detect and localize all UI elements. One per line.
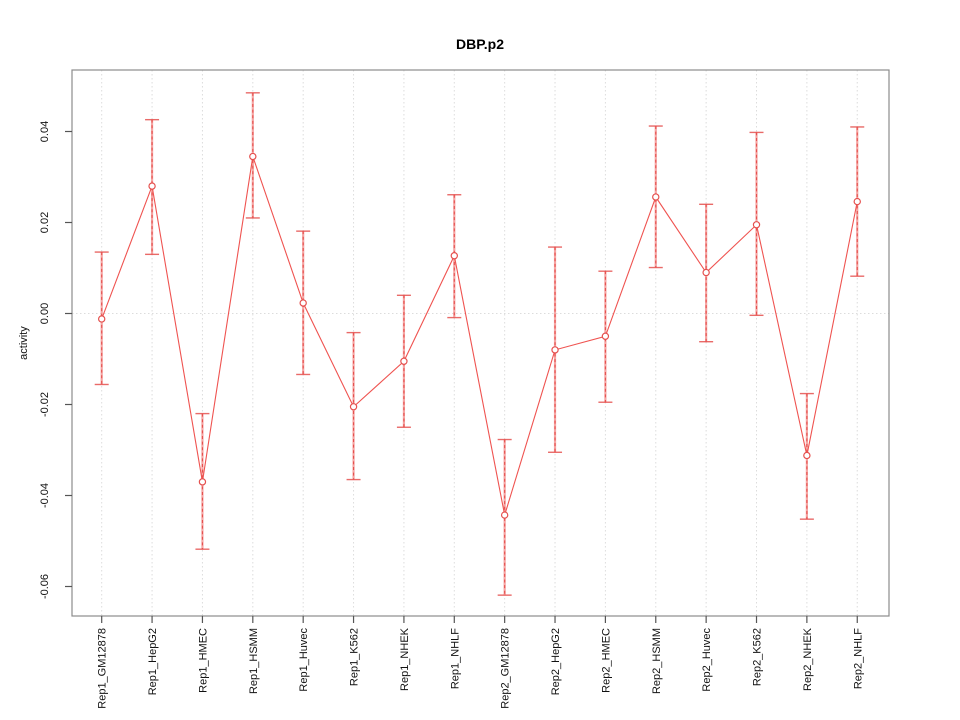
y-tick-label: -0.04 xyxy=(39,483,51,508)
data-point xyxy=(198,478,207,486)
data-point xyxy=(249,152,257,161)
data-point xyxy=(702,268,710,277)
data-point xyxy=(299,299,307,307)
chart-title: DBP.p2 xyxy=(456,36,504,52)
grid-layer xyxy=(72,70,889,616)
x-tick-label: Rep1_HSMM xyxy=(248,628,260,694)
x-tick-label: Rep2_K562 xyxy=(752,628,764,686)
data-point xyxy=(601,332,610,340)
axis-layer: 0.04 0.02 0.00 -0.02 -0.04 -0.06 Rep1_GM12878 R… xyxy=(39,69,890,709)
data-point xyxy=(551,346,559,354)
x-tick-label: Rep2_NHLF xyxy=(852,628,864,689)
plot-box xyxy=(71,69,890,617)
x-tick-label: Rep2_HepG2 xyxy=(550,628,562,695)
x-tick-label: Rep2_GM12878 xyxy=(500,628,512,709)
x-tick-label: Rep1_Huvec xyxy=(298,628,310,692)
line-layer xyxy=(101,156,858,516)
x-tick-label: Rep2_HMEC xyxy=(600,628,612,693)
x-tick-label: Rep1_K562 xyxy=(349,628,361,686)
y-tick-label: -0.06 xyxy=(39,574,51,599)
y-tick-label: 0.02 xyxy=(39,212,51,233)
errorbar-layer xyxy=(94,92,865,596)
x-tick-label: Rep2_HSMM xyxy=(651,628,663,694)
data-point xyxy=(349,403,358,411)
point-layer xyxy=(97,152,861,519)
data-point xyxy=(853,197,861,206)
data-point xyxy=(148,182,156,190)
x-tick-label: Rep1_GM12878 xyxy=(97,628,109,709)
data-point xyxy=(500,511,509,519)
y-tick-label: 0.00 xyxy=(39,303,51,324)
y-tick-label: -0.02 xyxy=(39,392,51,417)
y-tick-label: 0.04 xyxy=(39,121,51,142)
x-tick-label: Rep1_HMEC xyxy=(197,628,209,693)
x-tick-label: Rep1_NHLF xyxy=(449,628,461,689)
data-point xyxy=(652,193,660,201)
x-tick-label: Rep1_NHEK xyxy=(399,627,411,691)
series-line xyxy=(101,156,858,516)
data-point xyxy=(450,252,458,260)
data-point xyxy=(803,451,811,460)
x-tick-label: Rep2_Huvec xyxy=(701,628,713,692)
x-tick-label: Rep1_HepG2 xyxy=(147,628,159,695)
x-tick-label: Rep2_NHEK xyxy=(802,627,814,691)
y-axis-label: activity xyxy=(18,326,30,360)
data-point xyxy=(752,221,761,229)
data-point xyxy=(400,357,408,365)
data-point xyxy=(97,315,106,323)
